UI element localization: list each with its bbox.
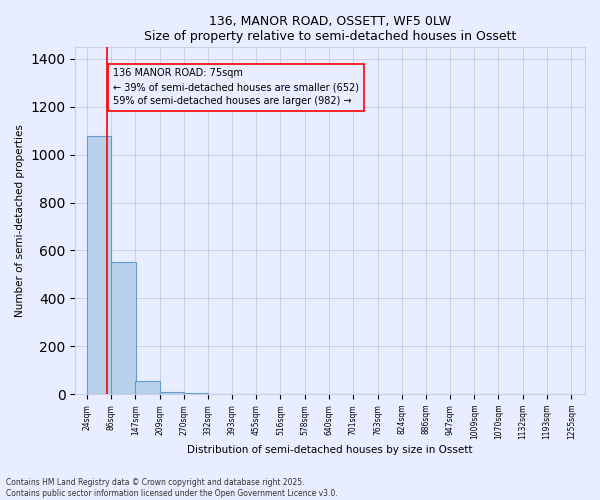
Bar — [135, 381, 160, 394]
Title: 136, MANOR ROAD, OSSETT, WF5 0LW
Size of property relative to semi-detached hous: 136, MANOR ROAD, OSSETT, WF5 0LW Size of… — [144, 15, 517, 43]
Text: 136 MANOR ROAD: 75sqm
← 39% of semi-detached houses are smaller (652)
59% of sem: 136 MANOR ROAD: 75sqm ← 39% of semi-deta… — [113, 68, 359, 106]
Bar — [87, 136, 111, 394]
Bar — [160, 392, 184, 394]
X-axis label: Distribution of semi-detached houses by size in Ossett: Distribution of semi-detached houses by … — [187, 445, 473, 455]
Bar — [111, 262, 136, 394]
Text: Contains HM Land Registry data © Crown copyright and database right 2025.
Contai: Contains HM Land Registry data © Crown c… — [6, 478, 338, 498]
Y-axis label: Number of semi-detached properties: Number of semi-detached properties — [15, 124, 25, 317]
